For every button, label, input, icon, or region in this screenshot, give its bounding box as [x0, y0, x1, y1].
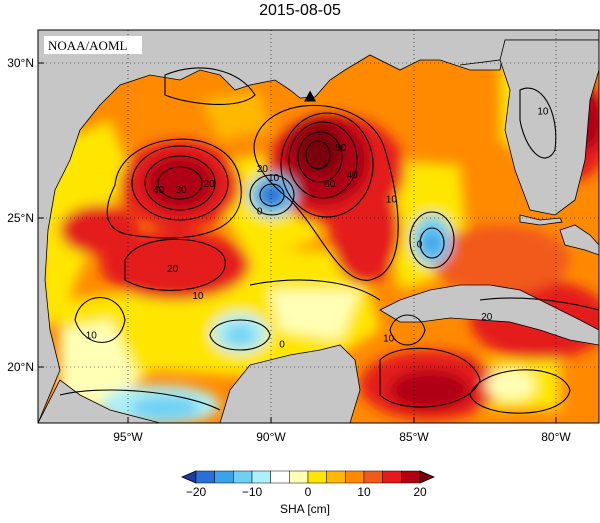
lon-label-80w: 80°W	[541, 430, 571, 444]
lon-label-95w: 95°W	[113, 430, 143, 444]
credit-box	[44, 36, 142, 54]
contour-label: 10	[192, 291, 204, 302]
contour-label: 20	[481, 312, 493, 323]
colorbar-segment	[270, 470, 290, 484]
contour-label: 20	[204, 179, 216, 190]
colorbar-arrow-low	[180, 470, 197, 484]
contour-label: 10	[86, 330, 98, 341]
lon-label-90w: 90°W	[256, 430, 286, 444]
contour-label: 0	[279, 339, 285, 350]
colorbar-arrow-high	[419, 470, 436, 484]
lon-label-85w: 85°W	[399, 430, 429, 444]
latitude-labels: 30°N 25°N 20°N	[7, 56, 34, 374]
colorbar-tick-label: 20	[413, 485, 427, 499]
map-frame	[37, 29, 600, 424]
colorbar-segment	[233, 470, 253, 484]
contour-label: 40	[347, 170, 359, 181]
land	[38, 30, 599, 423]
colorbar-label: SHA [cm]	[280, 502, 330, 516]
colorbar-tick-label: −10	[242, 485, 263, 499]
contour-label: 30	[175, 185, 187, 196]
contour-label: 10	[268, 173, 280, 184]
colorbar-segments	[180, 470, 436, 484]
contour-label: 10	[386, 194, 398, 205]
colorbar-ticks: −20 −10 0 10 20	[186, 485, 427, 499]
tick-marks	[38, 62, 557, 423]
lat-label-20: 20°N	[7, 360, 34, 374]
colorbar-segment	[289, 470, 309, 484]
contour-label: 10	[383, 333, 395, 344]
colorbar-tick-label: 10	[357, 485, 371, 499]
contour-lines	[59, 67, 599, 414]
colorbar-segment	[345, 470, 365, 484]
colorbar-tick-label: −20	[186, 485, 207, 499]
colorbar-segment	[307, 470, 327, 484]
colorbar-segment	[251, 470, 271, 484]
plot-title: 2015-08-05	[259, 2, 341, 19]
contour-label: 20	[257, 164, 269, 175]
lat-label-30: 30°N	[7, 56, 34, 70]
contour-label: 0	[417, 240, 423, 251]
credit-label: NOAA/AOML	[48, 38, 128, 53]
graticule	[38, 30, 599, 423]
colorbar-segment	[363, 470, 383, 484]
contour-label: 60	[324, 179, 336, 190]
lat-label-25: 25°N	[7, 211, 34, 225]
colorbar-segment	[382, 470, 402, 484]
colorbar-tick-label: 0	[305, 485, 312, 499]
longitude-labels: 95°W 90°W 85°W 80°W	[113, 430, 571, 444]
contour-label: 50	[335, 143, 347, 154]
contour-label: 40	[153, 185, 165, 196]
colorbar-segment	[401, 470, 421, 484]
colorbar-segment	[214, 470, 234, 484]
colorbar-segment	[195, 470, 215, 484]
contour-label: 0	[257, 206, 263, 217]
contour-label: 20	[167, 264, 179, 275]
sha-field	[38, 30, 599, 423]
marker-layer	[304, 90, 317, 102]
contour-label: 10	[537, 107, 549, 118]
station-triangle-marker	[304, 90, 317, 102]
colorbar-segment	[326, 470, 346, 484]
